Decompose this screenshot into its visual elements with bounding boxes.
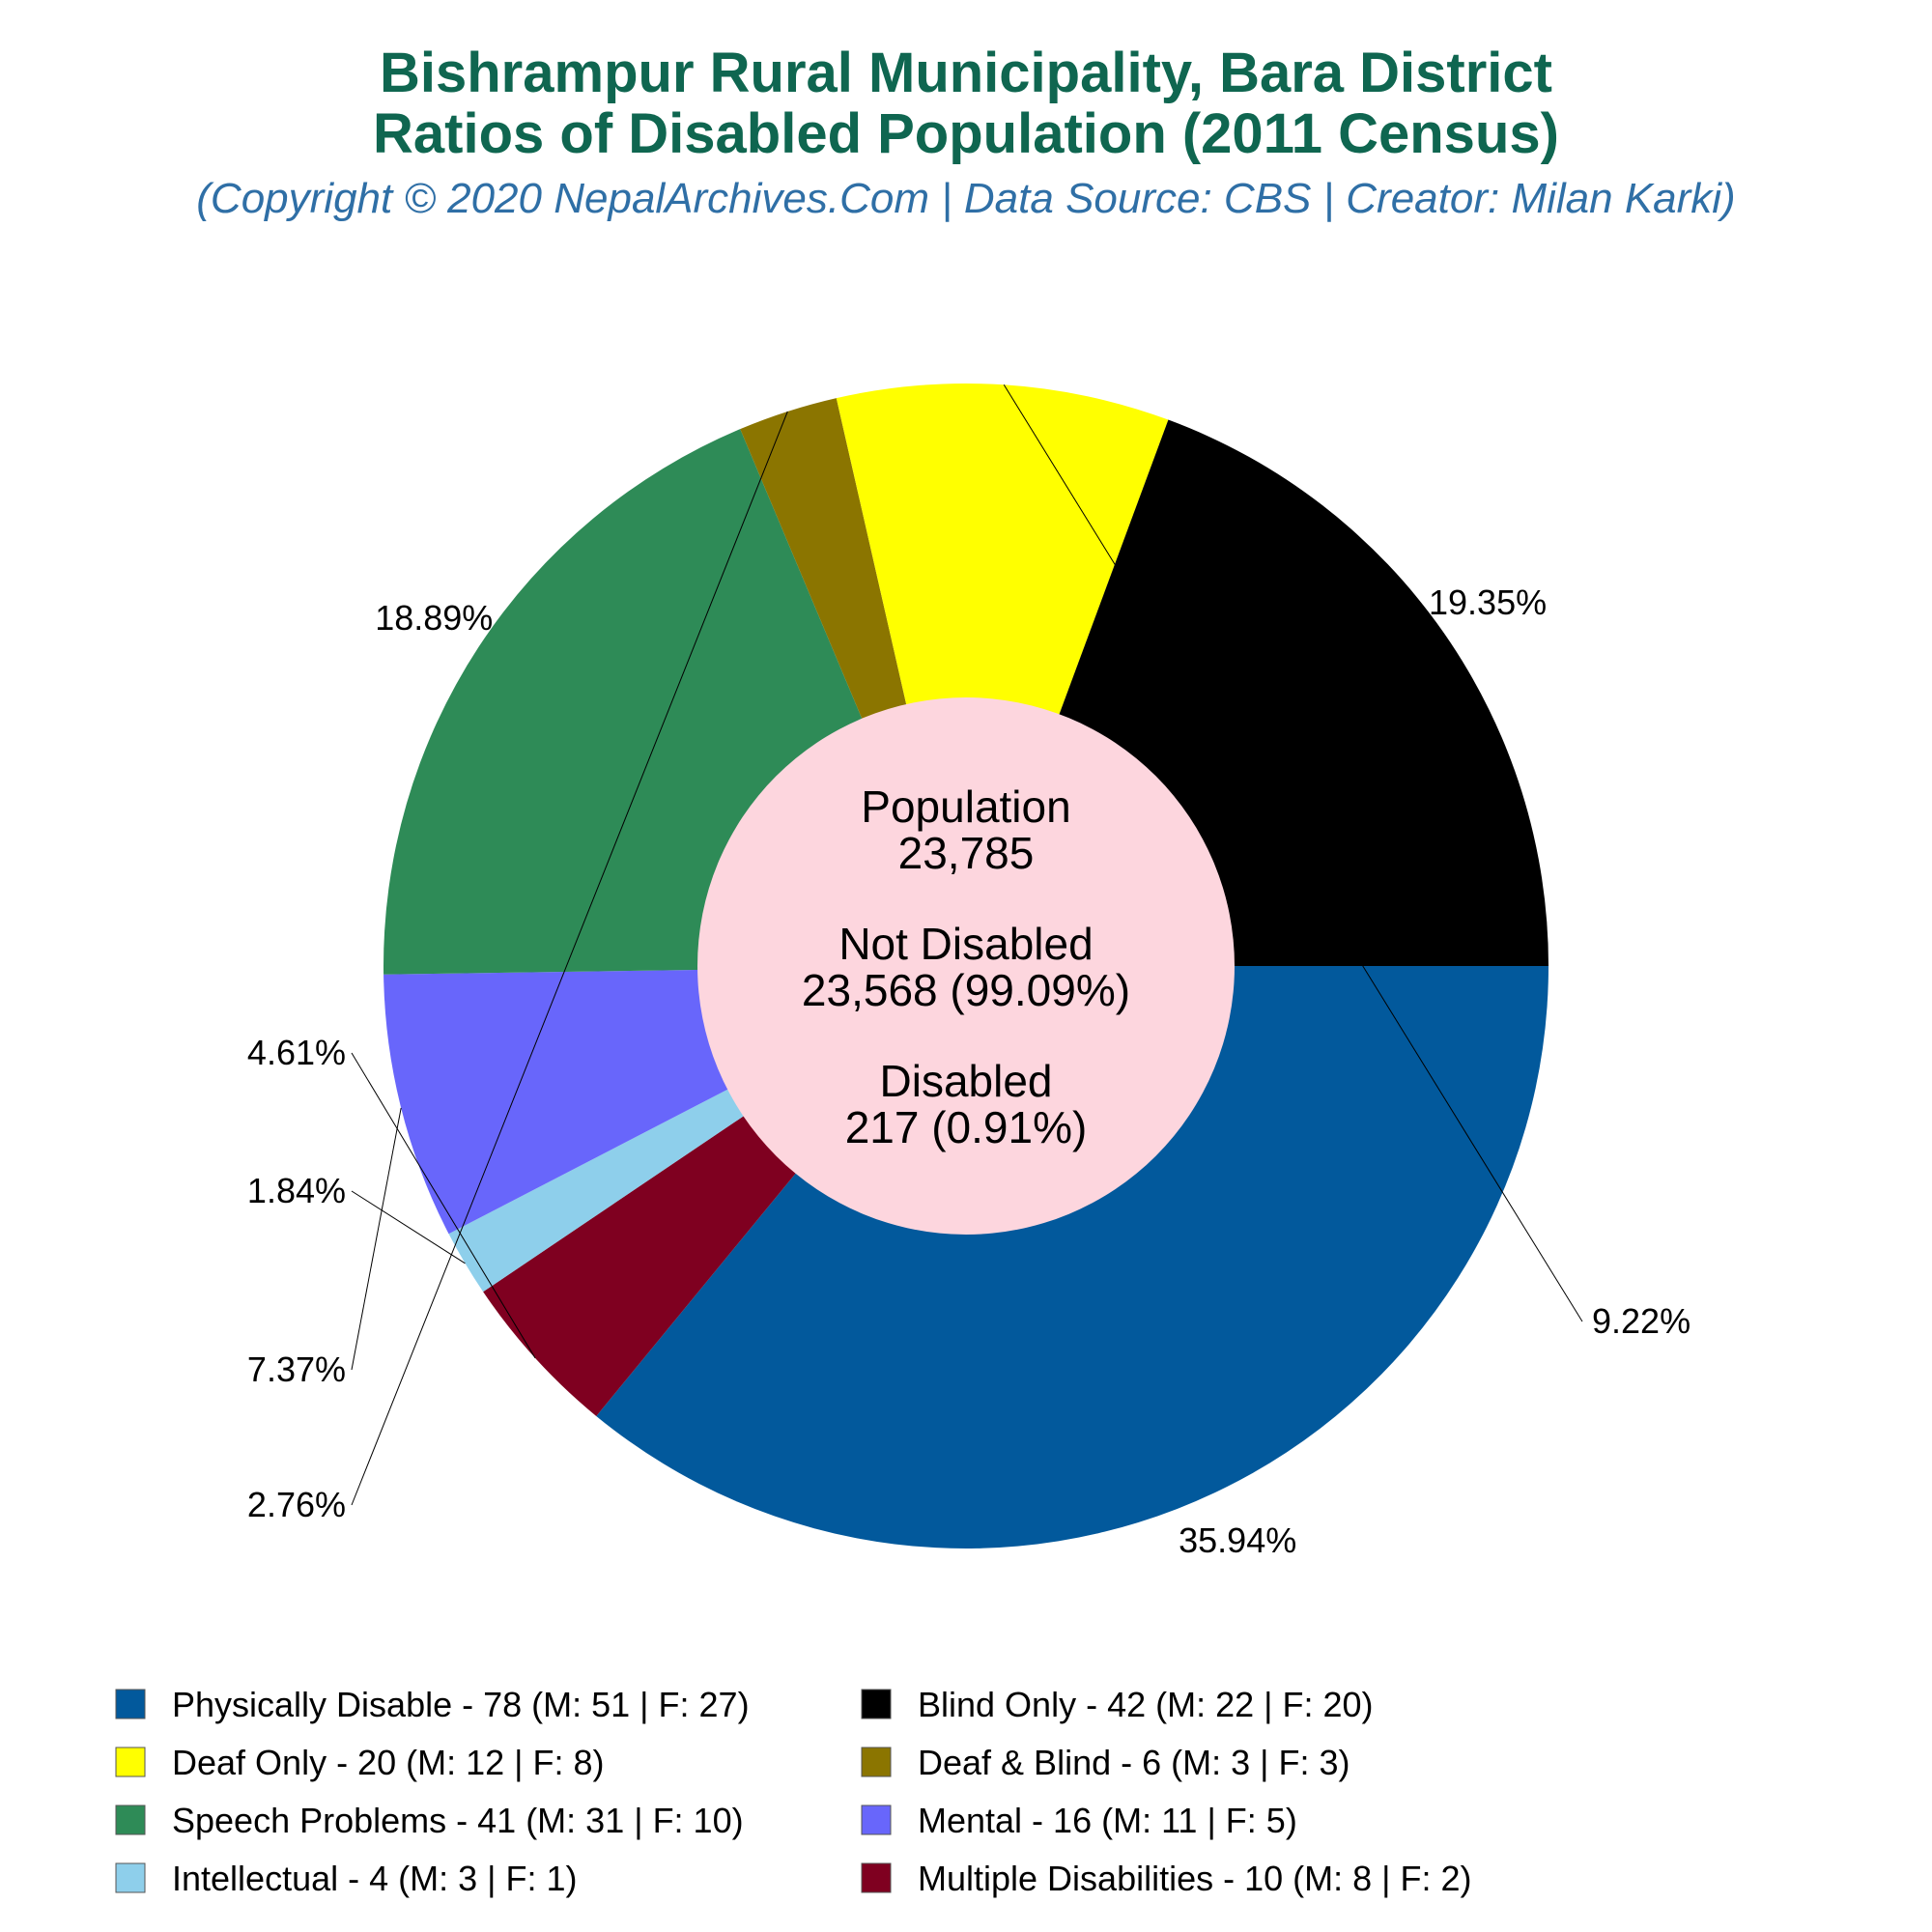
center-not-disabled-value: 23,568 (99.09%) bbox=[802, 965, 1130, 1015]
legend-swatch-mental bbox=[861, 1804, 892, 1835]
leader-line-deaf-blind bbox=[351, 411, 788, 1506]
legend-label-multiple-disabilities: Multiple Disabilities - 10 (M: 8 | F: 2) bbox=[918, 1859, 1472, 1898]
chart-title-line2: Ratios of Disabled Population (2011 Cens… bbox=[373, 102, 1559, 165]
legend-label-deaf-blind: Deaf & Blind - 6 (M: 3 | F: 3) bbox=[918, 1743, 1350, 1782]
chart-title-line1: Bishrampur Rural Municipality, Bara Dist… bbox=[380, 42, 1552, 104]
legend-label-blind-only: Blind Only - 42 (M: 22 | F: 20) bbox=[918, 1685, 1374, 1724]
legend-swatch-deaf-blind bbox=[861, 1747, 892, 1777]
legend-swatch-physically-disable bbox=[115, 1689, 146, 1719]
pie-slice-deaf-only bbox=[836, 384, 1169, 966]
percent-label-intellectual: 1.84% bbox=[247, 1171, 346, 1210]
percent-label-mental: 7.37% bbox=[247, 1350, 346, 1389]
legend-label-intellectual: Intellectual - 4 (M: 3 | F: 1) bbox=[172, 1859, 577, 1898]
center-disabled-value: 217 (0.91%) bbox=[845, 1102, 1088, 1152]
percent-label-deaf-only: 9.22% bbox=[1592, 1301, 1690, 1341]
legend-swatch-deaf-only bbox=[115, 1747, 146, 1777]
center-disabled-label: Disabled bbox=[880, 1056, 1053, 1106]
legend-label-mental: Mental - 16 (M: 11 | F: 5) bbox=[918, 1801, 1297, 1840]
percent-label-physically-disable: 35.94% bbox=[1179, 1520, 1296, 1560]
pie-slice-physically-disable bbox=[596, 966, 1548, 1548]
percent-labels: 35.94% 4.61% 1.84% 7.37% 18.89% 2.76% 9.22% 19.… bbox=[247, 582, 1690, 1560]
center-circle bbox=[697, 697, 1235, 1235]
center-population-value: 23,785 bbox=[898, 828, 1035, 878]
center-not-disabled-label: Not Disabled bbox=[838, 919, 1093, 969]
percent-label-blind-only: 19.35% bbox=[1429, 582, 1547, 622]
center-population-label: Population bbox=[861, 781, 1070, 832]
leader-lines bbox=[351, 384, 1583, 1506]
legend-swatch-intellectual bbox=[115, 1862, 146, 1893]
chart-subtitle: (Copyright © 2020 NepalArchives.Com | Da… bbox=[196, 175, 1735, 222]
leader-line-mental bbox=[351, 1107, 402, 1371]
legend-label-physically-disable: Physically Disable - 78 (M: 51 | F: 27) bbox=[172, 1685, 750, 1724]
leader-line-deaf-only bbox=[1003, 384, 1583, 1322]
legend-label-deaf-only: Deaf Only - 20 (M: 12 | F: 8) bbox=[172, 1743, 605, 1782]
legend: Physically Disable - 78 (M: 51 | F: 27) B… bbox=[115, 1685, 1472, 1898]
leader-line-intellectual bbox=[351, 1190, 466, 1264]
leader-line-multiple-disabilities bbox=[351, 1052, 536, 1359]
legend-swatch-speech-problems bbox=[115, 1804, 146, 1835]
legend-swatch-blind-only bbox=[861, 1689, 892, 1719]
percent-label-deaf-blind: 2.76% bbox=[247, 1485, 346, 1524]
legend-label-speech-problems: Speech Problems - 41 (M: 31 | F: 10) bbox=[172, 1801, 744, 1840]
percent-label-speech-problems: 18.89% bbox=[375, 598, 493, 638]
percent-label-multiple-disabilities: 4.61% bbox=[247, 1033, 346, 1072]
legend-swatch-multiple-disabilities bbox=[861, 1862, 892, 1893]
